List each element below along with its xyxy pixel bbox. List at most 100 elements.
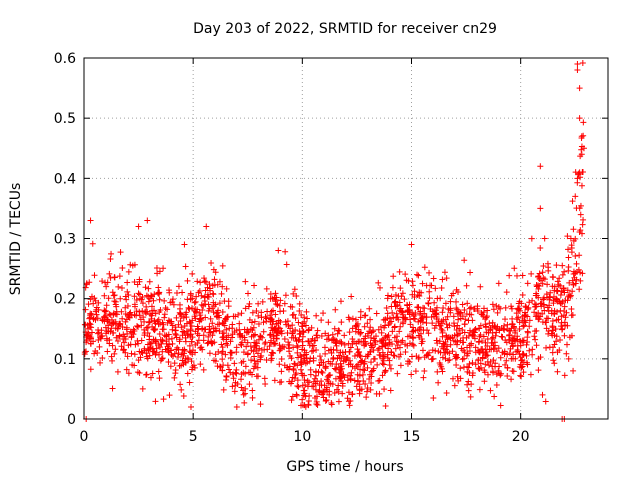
data-point [369, 344, 376, 351]
data-point [209, 320, 216, 327]
data-point [112, 301, 119, 308]
data-point [177, 381, 184, 388]
data-point [432, 285, 439, 292]
data-point [178, 386, 185, 393]
data-point [569, 311, 576, 318]
data-point [328, 401, 335, 408]
data-point [110, 329, 117, 336]
data-point [299, 346, 306, 353]
data-point [122, 304, 129, 311]
data-point [295, 319, 302, 326]
data-point [201, 278, 208, 285]
data-point [313, 332, 320, 339]
data-point [396, 299, 403, 306]
data-point [151, 307, 158, 314]
data-point [574, 67, 581, 74]
data-point [554, 278, 561, 285]
data-point [453, 351, 460, 358]
data-point [229, 334, 236, 341]
data-point [189, 295, 196, 302]
data-point [90, 338, 97, 345]
data-point [101, 308, 108, 315]
data-point [260, 328, 267, 335]
data-point [482, 361, 489, 368]
data-point [247, 326, 254, 333]
data-point [528, 235, 535, 242]
data-point [520, 369, 527, 376]
data-point [506, 331, 513, 338]
data-point [414, 327, 421, 334]
data-point [173, 334, 180, 341]
data-point [183, 320, 190, 327]
data-point [318, 357, 325, 364]
data-point [174, 354, 181, 361]
data-point [357, 353, 364, 360]
data-point [519, 291, 526, 298]
data-point [139, 385, 146, 392]
data-point [346, 402, 353, 409]
x-tick-label: 15 [403, 429, 421, 445]
data-point [248, 357, 255, 364]
data-point [439, 368, 446, 375]
data-point [249, 371, 256, 378]
data-point [198, 344, 205, 351]
data-point [482, 321, 489, 328]
data-point [341, 341, 348, 348]
data-point [379, 360, 386, 367]
data-point [520, 323, 527, 330]
data-point [118, 284, 125, 291]
data-point [523, 341, 530, 348]
data-point [426, 295, 433, 302]
data-point [421, 354, 428, 361]
data-point [192, 298, 199, 305]
data-point [396, 344, 403, 351]
data-point [273, 335, 280, 342]
data-point [304, 377, 311, 384]
data-point [316, 381, 323, 388]
data-point [412, 310, 419, 317]
data-point [299, 323, 306, 330]
data-point [397, 305, 404, 312]
data-point [278, 368, 285, 375]
data-point [377, 284, 384, 291]
data-point [402, 349, 409, 356]
data-point [472, 344, 479, 351]
data-point [464, 381, 471, 388]
data-point [114, 368, 121, 375]
data-point [224, 314, 231, 321]
data-point [364, 385, 371, 392]
data-point [541, 307, 548, 314]
data-point [565, 263, 572, 270]
data-point [516, 351, 523, 358]
data-point [532, 313, 539, 320]
y-tick-label: 0.4 [54, 171, 76, 187]
data-point [96, 343, 103, 350]
data-point [562, 322, 569, 329]
data-point [463, 282, 470, 289]
data-point [257, 401, 264, 408]
data-point [218, 290, 225, 297]
data-point [524, 339, 531, 346]
data-point [143, 303, 150, 310]
data-point [328, 346, 334, 353]
data-point [125, 370, 132, 377]
data-point [214, 363, 221, 370]
data-point [136, 348, 143, 355]
data-point [240, 369, 247, 376]
data-point [380, 361, 387, 368]
data-point [256, 345, 263, 352]
data-point [227, 354, 234, 361]
data-point [223, 373, 230, 380]
data-point [260, 319, 267, 326]
data-point [276, 342, 283, 349]
data-point [368, 359, 375, 366]
data-point [136, 312, 143, 319]
data-point [576, 286, 583, 293]
data-point [146, 336, 153, 343]
data-point [537, 163, 544, 170]
data-point [235, 311, 242, 318]
data-point [106, 311, 113, 318]
data-point [493, 371, 500, 378]
data-point [180, 393, 187, 400]
data-point [113, 334, 120, 341]
